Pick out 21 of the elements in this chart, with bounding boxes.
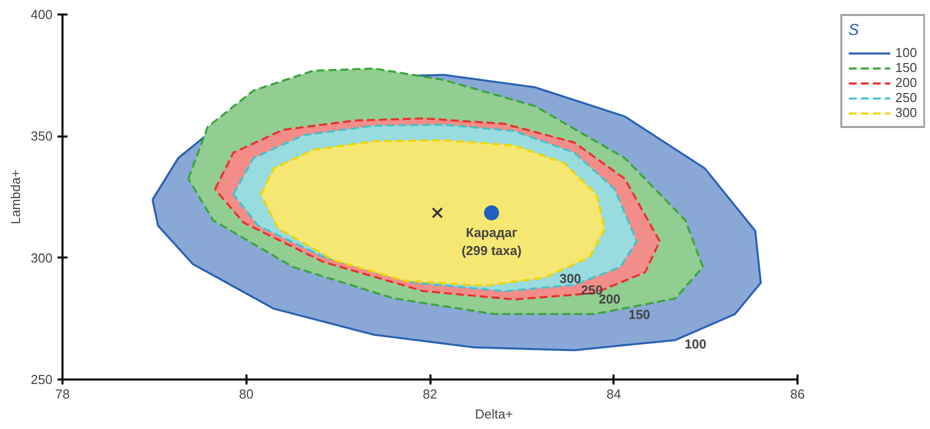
series-label: Карадаг (299 taxa) [462, 224, 522, 258]
text: 150 [628, 307, 650, 322]
x-tick-label: 80 [239, 386, 254, 402]
legend-label: 150 [895, 60, 917, 75]
x-tick-label: 82 [422, 386, 438, 402]
x-tick-label: 86 [790, 386, 805, 402]
x-tick-label: 84 [606, 386, 621, 402]
text: 300 [559, 271, 582, 286]
x-axis-title: Delta+ [475, 406, 513, 422]
y-tick-label: 400 [30, 7, 53, 22]
y-tick-label: 350 [30, 128, 53, 144]
legend-label: 200 [895, 75, 917, 90]
legend-title: S [848, 22, 860, 40]
y-tick-label: 300 [30, 250, 53, 266]
text: 100 [684, 336, 706, 352]
x-tick-label: 78 [55, 386, 70, 402]
legend-label: 250 [895, 90, 917, 105]
y-axis-title: Lambda+ [8, 170, 23, 224]
y-tick-label: 250 [30, 372, 53, 387]
legend-label: 300 [895, 105, 917, 120]
legend-label: 100 [895, 45, 917, 60]
